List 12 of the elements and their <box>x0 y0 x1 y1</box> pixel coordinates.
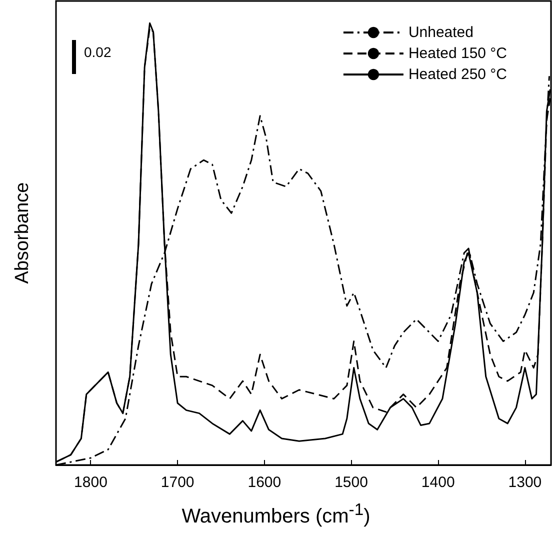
x-tick-label: 1800 <box>74 474 108 491</box>
x-tick-label: 1700 <box>160 474 194 491</box>
y-axis-title: Absorbance <box>12 182 33 284</box>
x-tick-label: 1400 <box>421 474 455 491</box>
legend-label: Heated 150 °C <box>408 45 508 62</box>
x-tick-label: 1600 <box>248 474 282 491</box>
x-tick-label: 1300 <box>508 474 542 491</box>
annotation: 0.02 <box>84 44 112 60</box>
x-axis-title: Wavenumbers (cm$^{-1}$) <box>180 500 372 529</box>
legend-label: Heated 250 °C <box>408 66 508 83</box>
legend-label: Unheated <box>408 24 474 41</box>
x-tick-label: 1500 <box>334 474 368 491</box>
